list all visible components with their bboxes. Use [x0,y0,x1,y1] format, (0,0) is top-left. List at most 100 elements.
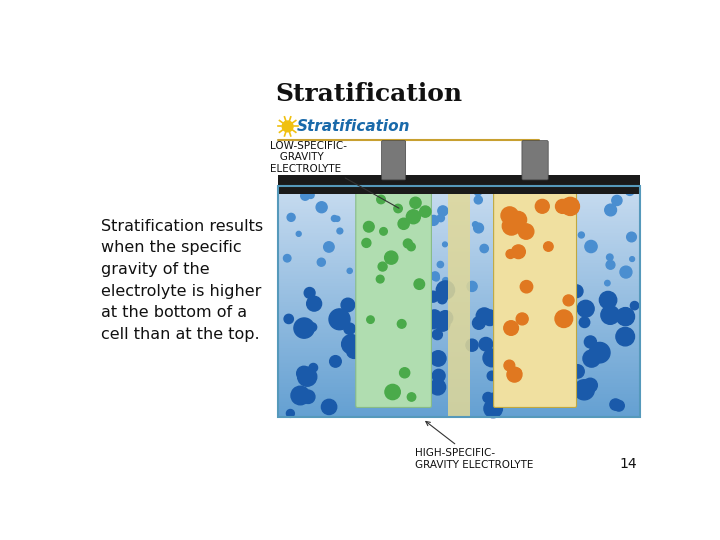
Circle shape [585,240,597,253]
Circle shape [308,323,317,332]
Bar [277,186,640,417]
Circle shape [585,336,596,348]
Circle shape [377,195,385,204]
Circle shape [616,327,634,346]
Circle shape [284,314,293,323]
Circle shape [330,356,341,367]
Circle shape [346,343,361,359]
Circle shape [394,204,402,213]
Circle shape [606,260,615,269]
Circle shape [512,245,526,259]
Circle shape [504,360,515,371]
Circle shape [438,206,448,216]
Circle shape [472,222,478,227]
Circle shape [432,329,442,340]
Circle shape [428,291,438,302]
Circle shape [601,306,619,325]
Circle shape [504,321,518,335]
Circle shape [443,278,449,284]
Circle shape [479,338,492,351]
Circle shape [487,393,499,404]
Circle shape [420,206,431,217]
Circle shape [437,261,444,268]
Circle shape [516,313,528,325]
Circle shape [483,349,501,367]
Circle shape [571,364,584,378]
Circle shape [408,243,415,251]
Circle shape [309,363,318,372]
Circle shape [436,317,450,331]
Circle shape [606,254,613,260]
Circle shape [443,242,447,247]
Circle shape [329,309,350,330]
Circle shape [590,342,610,363]
Circle shape [518,224,534,239]
Circle shape [626,232,636,242]
Circle shape [630,256,634,261]
Circle shape [561,197,580,215]
Circle shape [307,296,322,311]
Circle shape [577,300,594,317]
Circle shape [480,245,488,253]
Circle shape [555,310,572,327]
Circle shape [410,197,421,208]
Circle shape [301,191,310,200]
Bar [448,186,469,417]
Circle shape [424,311,441,329]
Circle shape [297,367,317,386]
Circle shape [512,368,521,377]
Text: Stratification: Stratification [297,119,410,134]
Circle shape [406,210,420,224]
Circle shape [302,390,315,403]
Circle shape [414,279,425,289]
Circle shape [620,266,632,278]
Circle shape [287,213,295,221]
Circle shape [364,221,374,232]
Circle shape [384,251,398,264]
Circle shape [337,228,343,234]
Circle shape [482,310,498,326]
Circle shape [331,215,338,221]
FancyBboxPatch shape [522,140,548,180]
Circle shape [341,335,361,354]
Circle shape [622,330,631,339]
Circle shape [294,318,315,338]
Circle shape [501,207,518,224]
Circle shape [563,295,574,306]
Circle shape [432,369,445,382]
Circle shape [408,393,415,401]
Circle shape [610,399,621,410]
Circle shape [580,317,590,327]
Circle shape [599,292,617,309]
Text: HIGH-SPECIFIC-
GRAVITY ELECTROLYTE: HIGH-SPECIFIC- GRAVITY ELECTROLYTE [415,421,534,470]
Text: 14: 14 [619,457,637,471]
Circle shape [335,216,340,221]
Circle shape [398,218,409,230]
Circle shape [626,187,634,195]
FancyBboxPatch shape [494,189,577,408]
FancyBboxPatch shape [382,140,405,180]
Circle shape [616,308,634,326]
Circle shape [438,294,447,304]
Circle shape [467,281,477,292]
Circle shape [631,301,639,310]
Circle shape [484,400,503,418]
Circle shape [400,368,410,378]
Circle shape [476,308,492,324]
Circle shape [366,316,374,323]
Circle shape [378,262,387,271]
Circle shape [544,242,553,251]
Circle shape [438,310,453,325]
Circle shape [487,371,497,381]
Text: Stratification results
when the specific
gravity of the
electrolyte is higher
at: Stratification results when the specific… [101,219,263,342]
Circle shape [430,379,446,395]
Circle shape [296,232,301,237]
Circle shape [287,409,294,417]
Circle shape [521,280,533,293]
Circle shape [428,310,441,323]
Circle shape [536,199,549,213]
Circle shape [612,195,622,206]
Circle shape [618,309,634,325]
Circle shape [605,280,610,286]
Circle shape [431,350,446,366]
